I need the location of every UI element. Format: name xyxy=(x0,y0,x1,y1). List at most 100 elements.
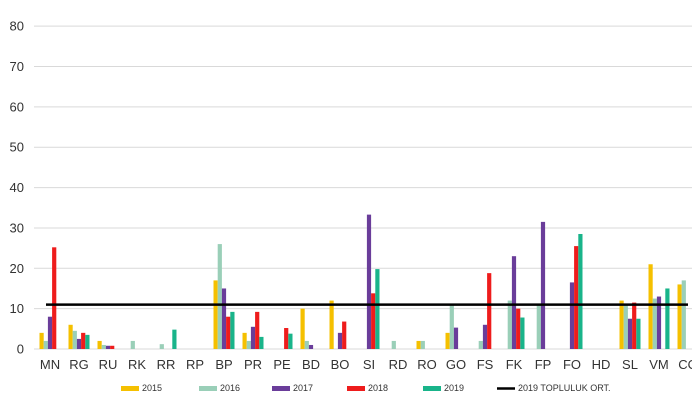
bar-2018-FS xyxy=(487,273,492,349)
x-tick-label: PE xyxy=(273,357,291,372)
x-tick-label: RD xyxy=(389,357,408,372)
bar-2019-FK xyxy=(520,317,525,349)
x-tick-label: RK xyxy=(128,357,146,372)
x-tick-label: FK xyxy=(506,357,523,372)
x-tick-label: RU xyxy=(99,357,118,372)
bar-2016-RU xyxy=(101,344,106,349)
bar-2017-VM xyxy=(656,296,662,349)
bar-2016-RG xyxy=(72,330,77,349)
bar-2017-FO xyxy=(569,282,575,349)
bar-2018-RU xyxy=(110,345,115,349)
bar-2015-RO xyxy=(416,340,421,349)
legend-swatch xyxy=(347,386,365,391)
bar-2016-RO xyxy=(420,340,425,349)
bar-2017-BP xyxy=(221,288,227,349)
bar-2015-GO xyxy=(445,332,450,349)
bar-2016-FS xyxy=(478,340,483,349)
legend-item: 2015 xyxy=(121,383,162,393)
x-tick-label: RG xyxy=(69,357,89,372)
bar-2015-PR xyxy=(242,332,247,349)
legend-label: 2017 xyxy=(293,383,313,393)
x-tick-label: BD xyxy=(302,357,320,372)
legend-item: 2017 xyxy=(272,383,313,393)
legend: 2015 2016 2017 2018 2019 2019 TOPLULUK ORT. xyxy=(121,383,611,393)
x-tick-label: FP xyxy=(535,357,552,372)
x-tick-label: BO xyxy=(331,357,350,372)
x-tick-label: HD xyxy=(592,357,611,372)
bar-2018-BP xyxy=(226,316,231,349)
bar-2019-FO xyxy=(578,233,583,349)
bar-2016-GO xyxy=(449,304,454,349)
bar-2016-BP xyxy=(217,244,222,349)
legend-label: 2018 xyxy=(368,383,388,393)
x-tick-label: RR xyxy=(157,357,176,372)
bar-2019-RR xyxy=(172,329,177,349)
bar-2018-FO xyxy=(574,246,579,349)
bar-2019-SI xyxy=(375,269,380,349)
bar-2016-CO xyxy=(681,280,686,349)
bar-2017-FK xyxy=(511,256,517,349)
y-tick-label: 20 xyxy=(10,261,24,276)
legend-label: 2019 xyxy=(444,383,464,393)
legend-swatch xyxy=(199,386,217,391)
bar-2018-FK xyxy=(516,308,521,349)
bar-2018-SL xyxy=(632,302,637,349)
bar-2017-BO xyxy=(337,332,343,349)
x-tick-label: GO xyxy=(446,357,466,372)
bar-2016-BD xyxy=(304,340,309,349)
bar-2018-PR xyxy=(255,311,260,349)
bar-2016-MN xyxy=(43,340,48,349)
bar-2017-RG xyxy=(76,338,82,349)
legend-label: 2019 TOPLULUK ORT. xyxy=(518,383,611,393)
y-tick-label: 10 xyxy=(10,301,24,316)
y-tick-label: 60 xyxy=(10,99,24,114)
y-tick-label: 30 xyxy=(10,220,24,235)
legend-item: 2019 TOPLULUK ORT. xyxy=(497,383,611,393)
bar-2016-PR xyxy=(246,340,251,349)
bar-2015-BD xyxy=(300,308,305,349)
x-tick-label: SL xyxy=(622,357,638,372)
bar-2015-BO xyxy=(329,300,334,349)
bar-2016-RK xyxy=(130,340,135,349)
y-axis-labels: 0 10 20 30 40 50 60 70 80 xyxy=(10,19,24,357)
grid-layer xyxy=(34,25,692,350)
bar-2019-PR xyxy=(259,336,264,349)
bar-2018-SI xyxy=(371,293,376,349)
y-tick-label: 70 xyxy=(10,59,24,74)
bars-layer xyxy=(39,214,686,349)
y-tick-label: 0 xyxy=(17,342,24,357)
bar-2015-RU xyxy=(97,340,102,349)
legend-item: 2018 xyxy=(347,383,388,393)
bar-2016-FK xyxy=(507,300,512,349)
bar-2015-VM xyxy=(648,264,653,349)
bar-2016-VM xyxy=(652,298,657,349)
bar-2017-BD xyxy=(308,344,314,349)
legend-swatch xyxy=(272,386,290,391)
bar-2019-PE xyxy=(288,333,293,349)
bar-2017-PR xyxy=(250,326,256,349)
bar-2017-FP xyxy=(540,221,546,349)
bar-2017-MN xyxy=(47,316,53,349)
bar-2016-SL xyxy=(623,304,628,349)
legend-label: 2015 xyxy=(142,383,162,393)
bar-2015-MN xyxy=(39,332,44,349)
x-axis-labels: MN RG RU RK RR RP BP PR PE BD BO SI RD RO GO FS FK FP FO HD… xyxy=(40,357,692,372)
legend-label: 2016 xyxy=(220,383,240,393)
x-tick-label: RO xyxy=(417,357,437,372)
x-tick-label: SI xyxy=(363,357,375,372)
bar-2015-RG xyxy=(68,324,73,349)
bar-2019-RG xyxy=(85,334,90,349)
bar-2017-GO xyxy=(453,327,459,349)
bar-2015-BP xyxy=(213,280,218,349)
legend-swatch xyxy=(121,386,139,391)
bar-2017-SL xyxy=(627,318,633,349)
bar-2017-RU xyxy=(105,345,111,349)
x-tick-label: VM xyxy=(649,357,669,372)
x-tick-label: BP xyxy=(215,357,232,372)
legend-item: 2019 xyxy=(423,383,464,393)
legend-swatch xyxy=(423,386,441,391)
bar-2016-FP xyxy=(536,304,541,349)
x-tick-label: MN xyxy=(40,357,60,372)
